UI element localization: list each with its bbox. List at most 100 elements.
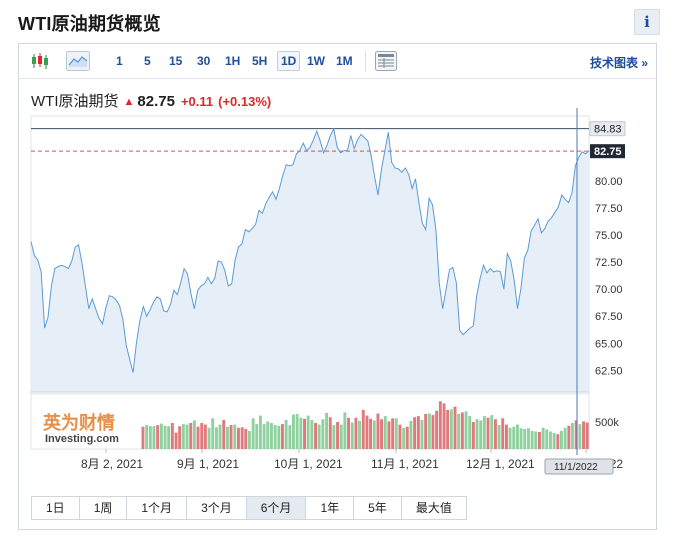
range-5[interactable]: 5 bbox=[144, 54, 151, 68]
volume-bar bbox=[244, 428, 248, 449]
volume-bar bbox=[527, 428, 530, 449]
price-change: +0.11 bbox=[180, 94, 214, 109]
volume-bar bbox=[189, 423, 193, 449]
volume-bar bbox=[391, 418, 395, 449]
chart-toolbar: 1 5 15 30 1H 5H 1D 1W 1M 技术图表 » bbox=[19, 44, 656, 79]
volume-bar bbox=[416, 416, 420, 449]
last-price-label: 82.75 bbox=[594, 146, 622, 158]
chart-panel: 1 5 15 30 1H 5H 1D 1W 1M 技术图表 » WTI原油期货 ▲… bbox=[18, 43, 657, 530]
volume-bar bbox=[538, 432, 541, 449]
advanced-chart-link[interactable]: 技术图表 » bbox=[589, 56, 648, 70]
volume-bar bbox=[442, 403, 446, 449]
range-button-5y[interactable]: 5年 bbox=[354, 497, 402, 519]
volume-bar bbox=[259, 415, 262, 449]
volume-bar bbox=[292, 414, 295, 450]
y-tick-label: 77.50 bbox=[595, 203, 623, 215]
volume-bar bbox=[215, 427, 218, 449]
volume-bar bbox=[424, 414, 428, 449]
volume-bar bbox=[512, 426, 516, 449]
volume-bar bbox=[314, 423, 317, 449]
watermark-sub: Investing.com bbox=[45, 433, 119, 445]
range-5h[interactable]: 5H bbox=[252, 54, 268, 68]
volume-bar bbox=[578, 424, 582, 449]
volume-bar bbox=[541, 427, 545, 449]
volume-bar bbox=[354, 417, 358, 449]
range-1m[interactable]: 1M bbox=[336, 54, 353, 68]
volume-bar bbox=[358, 420, 361, 449]
volume-bar bbox=[284, 419, 288, 450]
range-button-6m[interactable]: 6个月 bbox=[246, 497, 307, 519]
volume-bar bbox=[270, 423, 273, 449]
volume-bar bbox=[299, 417, 303, 449]
volume-bar bbox=[332, 425, 336, 449]
table-icon[interactable] bbox=[375, 51, 397, 71]
candlestick-icon[interactable] bbox=[29, 52, 51, 70]
range-1d[interactable]: 1D bbox=[277, 51, 301, 71]
volume-bar bbox=[196, 426, 200, 449]
high-price-label: 84.83 bbox=[594, 124, 622, 136]
watermark-logo: 英为财情 bbox=[42, 412, 115, 434]
volume-bar bbox=[163, 425, 167, 449]
volume-bar bbox=[178, 426, 182, 449]
range-button-1w[interactable]: 1周 bbox=[79, 497, 128, 519]
range-1h[interactable]: 1H bbox=[225, 54, 241, 68]
volume-bar bbox=[174, 432, 178, 449]
quote-header: WTI原油期货 ▲ 82.75 +0.11 (+0.13%) bbox=[31, 90, 271, 111]
volume-bar bbox=[409, 420, 413, 449]
page-title: WTI原油期货概览 bbox=[18, 14, 161, 34]
volume-bar bbox=[405, 426, 409, 449]
volume-bar bbox=[262, 424, 266, 449]
area-chart-icon[interactable] bbox=[66, 51, 90, 71]
y-tick-label: 67.50 bbox=[595, 311, 623, 323]
volume-bar bbox=[420, 419, 424, 450]
volume-scale-label: 500k bbox=[595, 417, 619, 429]
volume-bar bbox=[523, 428, 527, 449]
volume-bar bbox=[435, 410, 439, 449]
range-button-max[interactable]: 最大值 bbox=[401, 497, 466, 519]
volume-bar bbox=[383, 416, 387, 449]
volume-bar bbox=[343, 412, 347, 449]
volume-bar bbox=[508, 427, 512, 449]
volume-bar bbox=[222, 419, 226, 450]
volume-bar bbox=[402, 427, 406, 449]
volume-bar bbox=[185, 424, 189, 449]
volume-bar bbox=[571, 423, 574, 449]
volume-bar bbox=[295, 414, 299, 449]
volume-bar bbox=[482, 416, 486, 449]
x-tick-label: 8月 2, 2021 bbox=[81, 457, 143, 471]
volume-bar bbox=[501, 418, 505, 449]
y-tick-label: 72.50 bbox=[595, 257, 623, 269]
volume-bar bbox=[460, 412, 464, 449]
range-button-1d[interactable]: 1日 bbox=[32, 497, 80, 519]
volume-bar bbox=[490, 415, 494, 449]
range-button-1y[interactable]: 1年 bbox=[306, 497, 355, 519]
instrument-name: WTI原油期货 bbox=[31, 93, 119, 110]
volume-bar bbox=[387, 421, 391, 449]
volume-bar bbox=[505, 424, 508, 449]
price-chart[interactable]: 62.50 65.00 67.50 70.00 72.50 75.00 77.50 80.00… bbox=[19, 44, 656, 494]
volume-bar bbox=[303, 418, 306, 449]
volume-bar bbox=[207, 427, 211, 449]
volume-bar bbox=[560, 431, 563, 449]
volume-bar bbox=[394, 418, 398, 449]
range-button-1m[interactable]: 1个月 bbox=[127, 497, 188, 519]
x-tick-label: 12月 1, 2021 bbox=[466, 457, 535, 471]
cursor-date-box bbox=[544, 458, 614, 475]
range-30[interactable]: 30 bbox=[197, 54, 211, 68]
up-arrow-icon: ▲ bbox=[123, 96, 135, 108]
range-button-3m[interactable]: 3个月 bbox=[187, 497, 247, 519]
volume-bar bbox=[574, 420, 578, 449]
info-button[interactable]: i bbox=[634, 9, 660, 35]
volume-bar bbox=[321, 419, 325, 449]
volume-bar bbox=[365, 415, 369, 449]
volume-bar bbox=[152, 426, 156, 449]
volume-bar bbox=[369, 418, 372, 449]
volume-bar bbox=[427, 413, 431, 449]
price-line bbox=[30, 127, 590, 373]
range-15[interactable]: 15 bbox=[169, 54, 183, 68]
volume-bar bbox=[277, 425, 281, 449]
range-1[interactable]: 1 bbox=[116, 54, 123, 68]
volume-bar bbox=[306, 415, 310, 449]
range-1w[interactable]: 1W bbox=[307, 54, 325, 68]
volume-bar bbox=[453, 406, 457, 449]
